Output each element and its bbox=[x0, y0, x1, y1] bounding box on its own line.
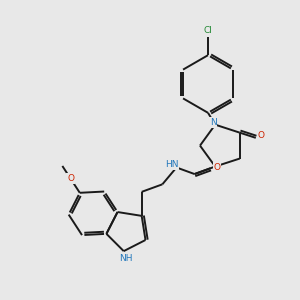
Text: O: O bbox=[257, 131, 265, 140]
Text: O: O bbox=[214, 163, 220, 172]
Text: O: O bbox=[67, 174, 74, 183]
Text: Cl: Cl bbox=[204, 26, 212, 35]
Text: NH: NH bbox=[119, 254, 133, 263]
Text: N: N bbox=[210, 118, 217, 127]
Text: HN: HN bbox=[165, 160, 178, 169]
